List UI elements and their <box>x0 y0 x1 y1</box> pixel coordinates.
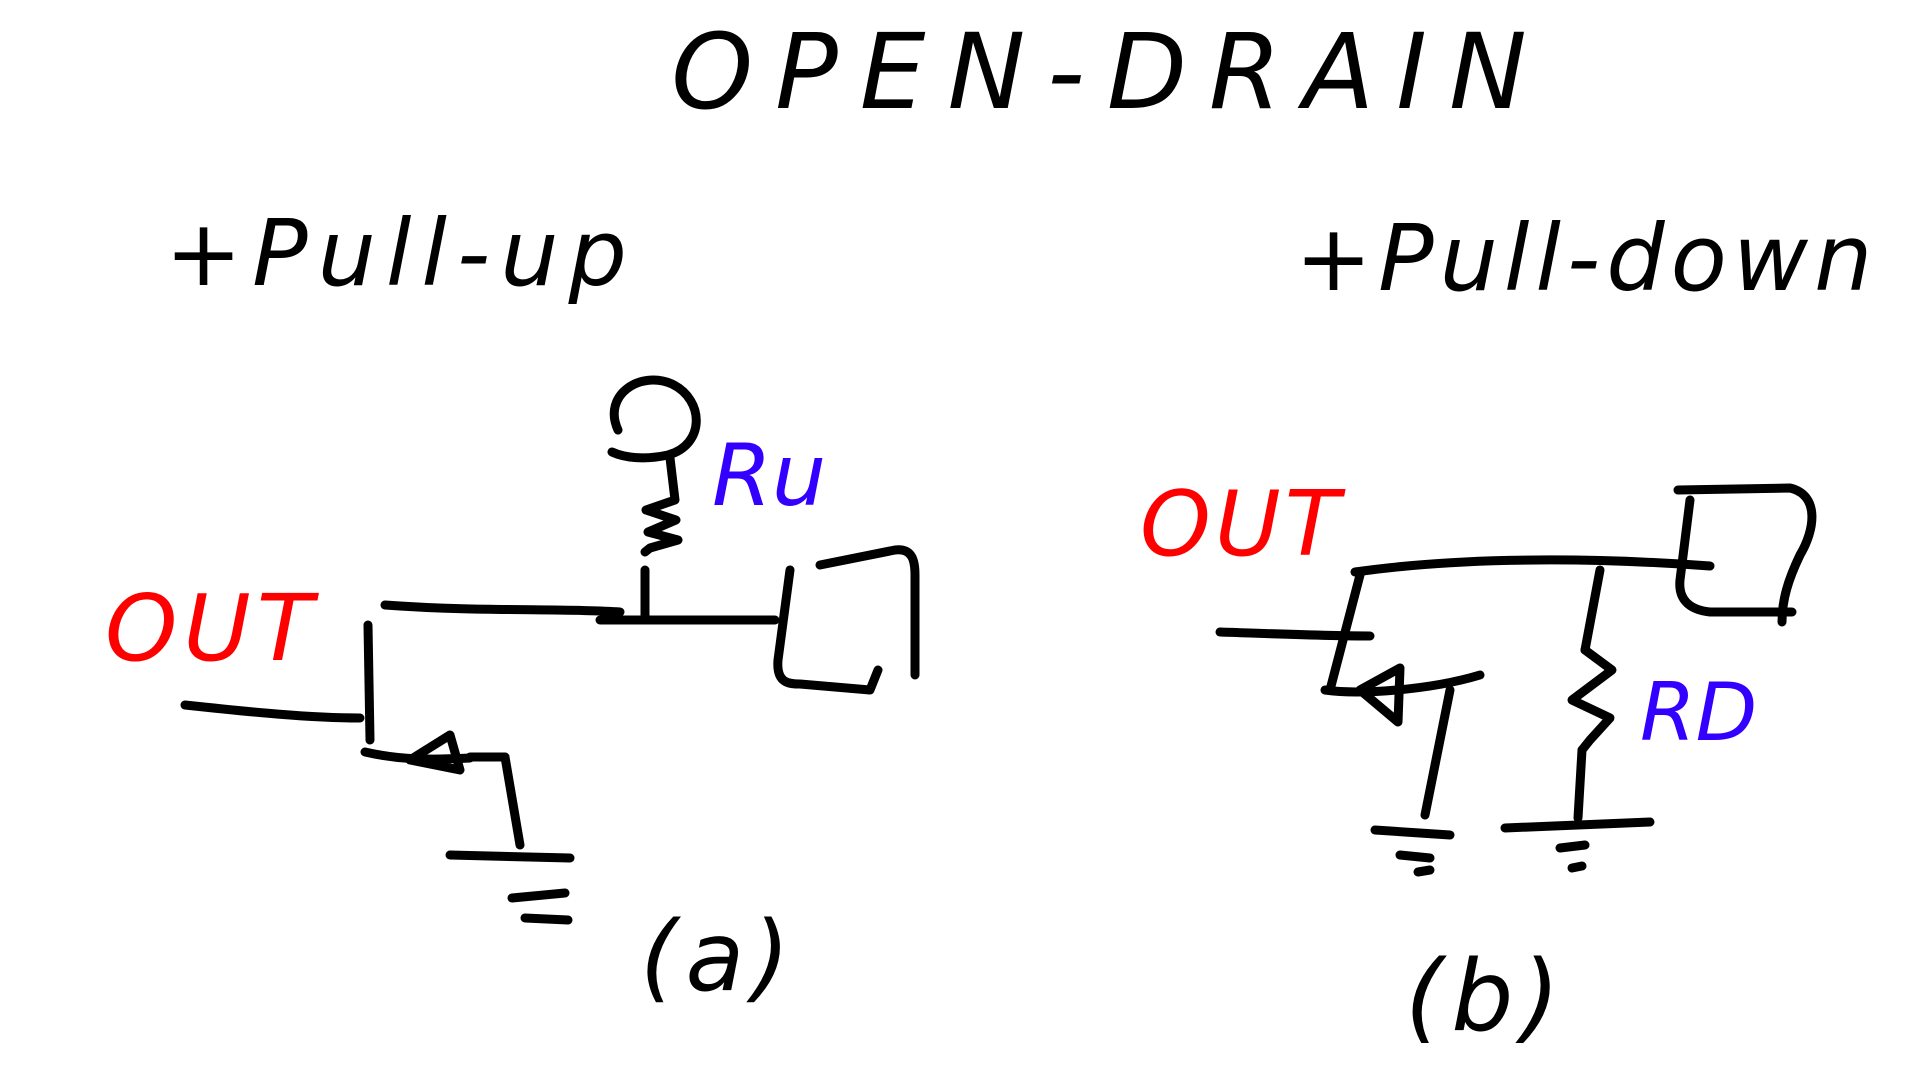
right-ground-right-bar-1 <box>1500 817 1655 833</box>
right-pulldown-resistor <box>1567 645 1617 755</box>
right-resistor-lead-bottom <box>1573 745 1587 823</box>
left-ground-bar-2 <box>507 888 570 903</box>
right-gate-block <box>1673 483 1817 627</box>
left-drain-vertical <box>363 620 375 745</box>
left-pullup-resistor <box>640 453 683 557</box>
right-ground-right-bar-2 <box>1555 840 1590 853</box>
left-output-wire <box>380 600 625 617</box>
left-ground-lead <box>500 752 525 850</box>
diagram-title: OPEN-DRAIN <box>671 11 1549 133</box>
right-caption: (b) <box>1405 940 1568 1054</box>
right-ground-left-bar-2 <box>1395 850 1435 863</box>
right-resistor-lead-top <box>1580 565 1605 655</box>
left-resistor-label: Ru <box>712 426 826 526</box>
right-circuit <box>1215 483 1817 877</box>
left-supply-symbol <box>607 375 701 463</box>
right-drive-line <box>1675 495 1797 617</box>
right-gate-input <box>1215 627 1375 641</box>
right-ground-left-bar-1 <box>1370 825 1455 840</box>
left-source-arrow <box>405 730 465 775</box>
left-heading: +Pull-up <box>165 200 637 307</box>
left-out-label: OUT <box>105 575 320 682</box>
right-source-ground-lead <box>1420 685 1455 820</box>
left-ground-bar-1 <box>445 850 575 863</box>
left-circuit <box>180 375 920 925</box>
right-drain-vertical <box>1325 570 1365 695</box>
left-drive-line <box>815 545 920 680</box>
right-ground-left-bar-3 <box>1413 865 1435 877</box>
right-heading: +Pull-down <box>1295 205 1878 312</box>
left-caption: (a) <box>640 901 798 1013</box>
left-gate-block <box>773 565 883 695</box>
right-resistor-label: RD <box>1640 666 1757 759</box>
right-source-arrow <box>1355 663 1405 727</box>
right-top-rail <box>1350 555 1715 577</box>
left-ground-bar-3 <box>520 913 573 925</box>
left-gate-input <box>180 700 365 723</box>
right-ground-right-bar-3 <box>1567 861 1587 873</box>
right-out-label: OUT <box>1140 472 1346 577</box>
